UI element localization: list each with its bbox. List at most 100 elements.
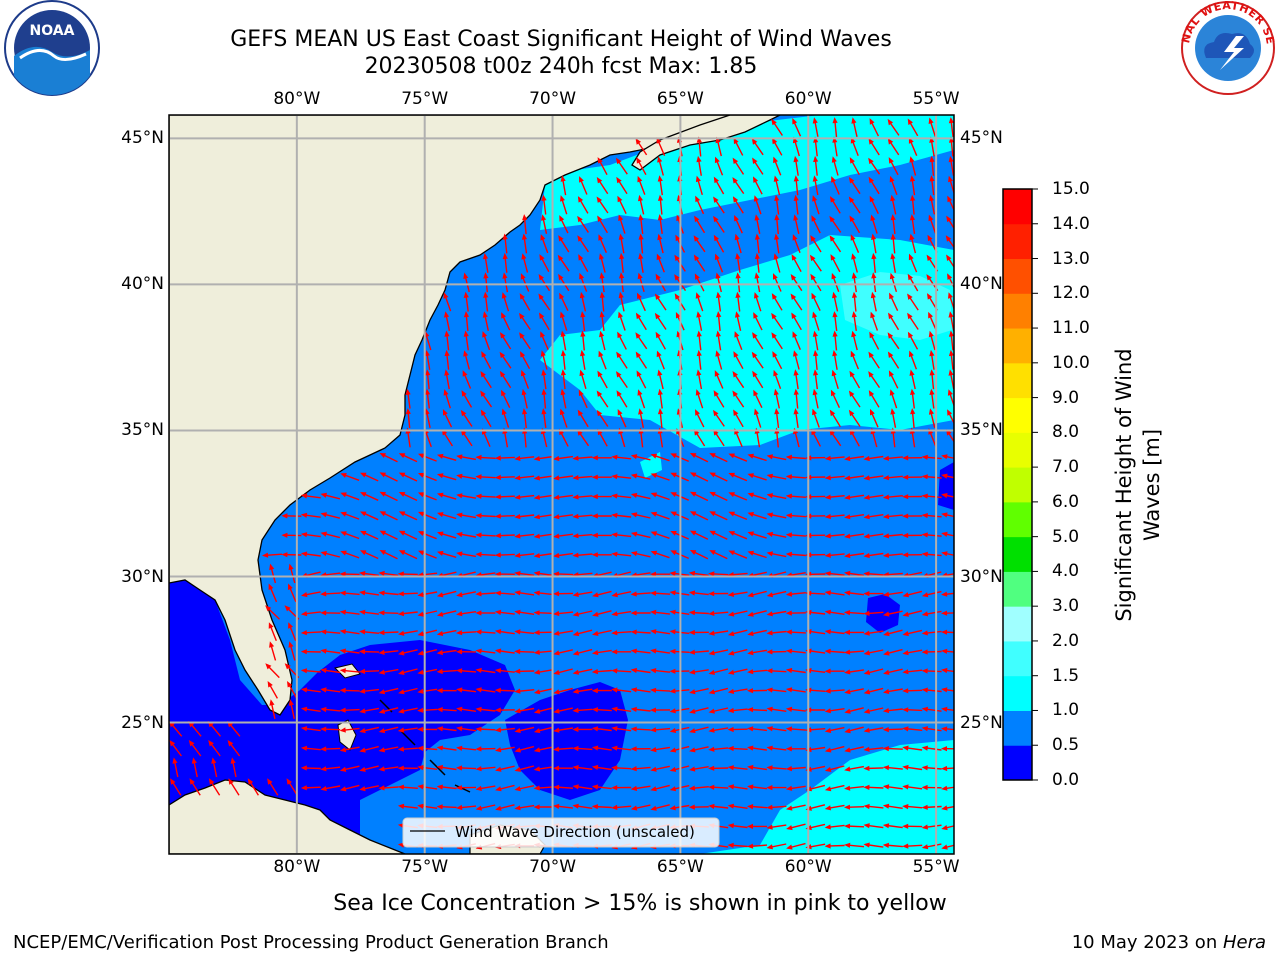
wave-arrow-head-412 — [379, 453, 386, 458]
wave-arrow-head-78 — [753, 195, 759, 202]
lat-tick-left-2: 35°N — [121, 420, 164, 441]
wave-arrow-head-208 — [851, 291, 858, 298]
wave-arrow-head-1027 — [378, 785, 385, 791]
wave-arrow-head-921 — [591, 726, 599, 732]
low-wave-region-gulf — [169, 578, 515, 854]
wave-arrow-head-256 — [715, 330, 721, 337]
wave-arrow-head-1051 — [844, 785, 851, 791]
wave-arrow-head-287 — [772, 351, 778, 358]
wave-arrow-head-379 — [890, 408, 896, 415]
wave-arrow-head-920 — [572, 726, 579, 732]
wave-arrow-head-792 — [921, 649, 928, 655]
wave-arrow-head-615 — [288, 563, 294, 571]
wave-arrow-head-459 — [670, 472, 677, 478]
wave-arrow-head-479 — [398, 492, 406, 497]
wave-arrow-head-975 — [902, 745, 909, 751]
wave-arrow-head-198 — [654, 293, 661, 300]
wave-arrow-head-783 — [747, 650, 754, 656]
wave-arrow-head-312 — [714, 370, 720, 377]
wave-arrow-head-1077 — [786, 805, 793, 811]
wave-arrow-head-85 — [890, 194, 896, 202]
wave-arrow-head-522 — [553, 514, 560, 520]
wave-arrow-head-277 — [580, 349, 586, 357]
wave-arrow-head-966 — [727, 745, 734, 752]
wave-arrow-head-760 — [300, 649, 307, 655]
wave-arrow-head-789 — [863, 650, 870, 656]
wave-arrow-head-854 — [727, 688, 735, 694]
wave-arrow-head-1030 — [436, 784, 443, 790]
wave-arrow-head-644 — [844, 570, 851, 576]
wave-arrow-head-306 — [597, 370, 603, 378]
wave-arrow-head-687 — [284, 605, 291, 612]
wave-arrow-head-1075 — [747, 804, 754, 810]
wave-arrow-head-449 — [475, 474, 482, 480]
wave-arrow-head-338 — [657, 388, 663, 395]
wave-arrow-head-757 — [941, 629, 948, 635]
wave-arrow-head-224 — [635, 312, 642, 320]
wave-arrow-head-160 — [946, 254, 952, 261]
wave-arrow-head-949 — [397, 746, 404, 752]
wave-arrow-head-774 — [572, 650, 580, 656]
wave-arrow-head-992 — [495, 766, 502, 772]
wave-arrow-head-815 — [669, 668, 676, 674]
wave-arrow-head-851 — [669, 688, 676, 694]
wave-arrow-head-852 — [689, 689, 696, 695]
wave-arrow-head-724 — [300, 630, 307, 636]
wave-arrow-head-1036 — [553, 784, 560, 790]
wave-arrow-head-561 — [630, 531, 638, 537]
wave-arrow-head-494 — [689, 491, 697, 497]
wave-arrow-head-83 — [848, 196, 855, 203]
wave-arrow-head-866 — [269, 699, 275, 706]
wave-arrow-head-414 — [418, 453, 425, 459]
wave-arrow-head-571 — [824, 533, 831, 539]
wave-arrow-head-712 — [766, 611, 773, 617]
wave-arrow-head-1046 — [747, 784, 754, 790]
wave-arrow-head-480 — [418, 492, 425, 498]
wave-arrow-head-497 — [747, 492, 754, 498]
wave-arrow-head-1001 — [669, 766, 677, 772]
lon-tick-bottom-3: 65°W — [656, 857, 704, 877]
wave-arrow-head-940 — [169, 740, 176, 747]
wave-arrow-head-552 — [456, 532, 463, 538]
wave-arrow-head-948 — [378, 747, 385, 753]
wave-arrow-head-803 — [436, 668, 443, 675]
wave-arrow-head-796 — [300, 668, 307, 674]
wave-arrow-head-151 — [773, 253, 779, 260]
wave-arrow-head-735 — [514, 629, 521, 635]
wave-arrow-head-82 — [830, 196, 836, 203]
high-wave-region-spot — [640, 452, 662, 478]
wave-arrow-head-842 — [494, 687, 501, 693]
wave-arrow-head-773 — [553, 650, 560, 656]
wave-arrow-head-62 — [868, 176, 874, 184]
wave-arrow-head-962 — [650, 747, 657, 753]
wave-arrow-head-621 — [397, 571, 404, 577]
wave-arrow-head-213 — [948, 292, 953, 299]
wave-arrow-head-838 — [417, 688, 424, 694]
wave-arrow-head-747 — [747, 631, 754, 636]
wave-arrow-head-28 — [616, 157, 622, 165]
wave-arrow-head-354 — [405, 408, 411, 415]
wave-arrow-head-1032 — [475, 785, 482, 791]
wave-arrow-head-629 — [553, 571, 560, 577]
wave-arrow-head-520 — [514, 514, 521, 520]
wave-arrow-head-177 — [773, 273, 778, 280]
wave-arrow-head-682 — [882, 591, 890, 597]
wave-arrow-head-566 — [728, 531, 735, 536]
wave-arrow-head-837 — [398, 689, 405, 695]
wave-arrow-head-98 — [694, 215, 700, 223]
wave-arrow-head-328 — [461, 390, 467, 397]
wave-arrow-head-870 — [339, 707, 346, 713]
wave-arrow-head-468 — [844, 475, 851, 481]
wave-arrow-head-309 — [657, 369, 663, 376]
lon-tick-top-4: 60°W — [784, 89, 832, 109]
wave-arrow-head-135 — [945, 235, 952, 242]
wave-arrow-head-593 — [553, 552, 560, 559]
colorbar-swatch-16 — [1003, 189, 1032, 225]
wave-arrow-head-361 — [541, 408, 547, 415]
wave-arrow-head-216 — [482, 311, 488, 318]
wave-arrow-head-238 — [907, 312, 913, 320]
wave-arrow-head-653 — [320, 591, 327, 597]
wave-arrow-head-0 — [771, 118, 777, 126]
wave-arrow-head-413 — [398, 453, 406, 459]
colorbar-swatch-15 — [1003, 223, 1032, 260]
